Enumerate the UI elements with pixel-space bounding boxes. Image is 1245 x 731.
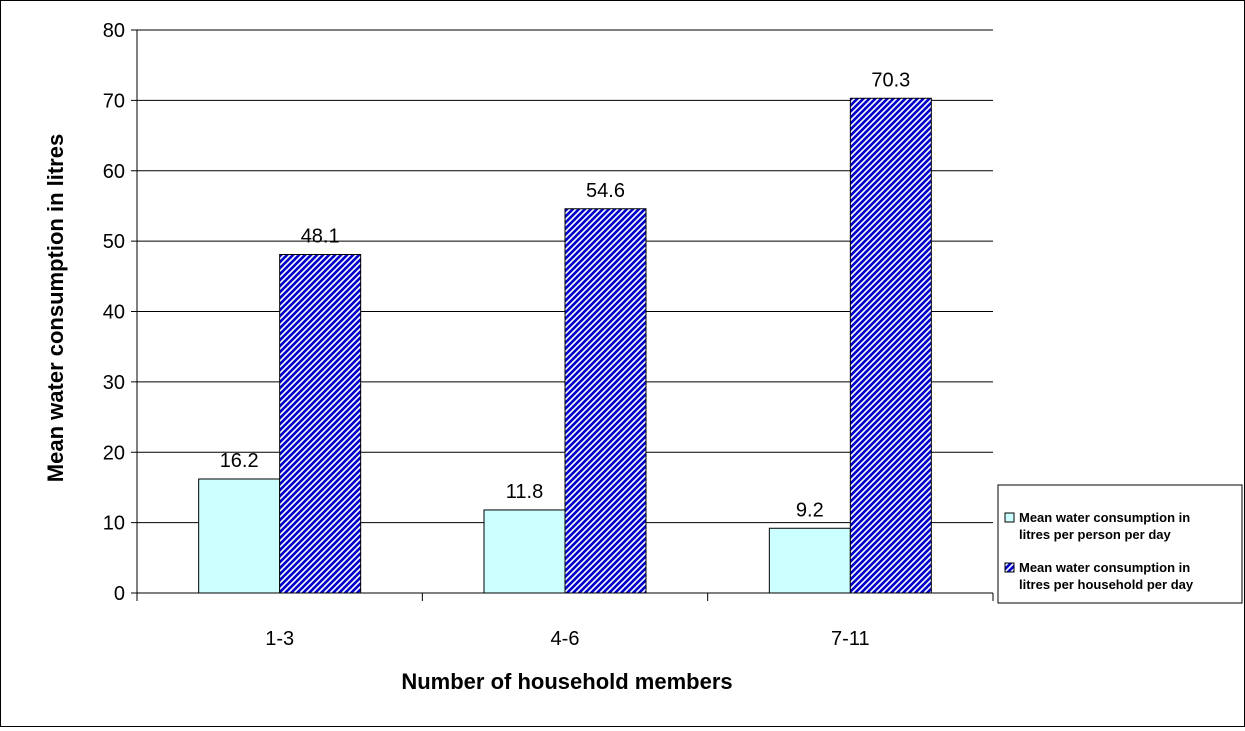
- legend-swatch-per-person: [1004, 512, 1015, 523]
- labels: 0 10 20 30 40 50 60 70 80 1-3 16.2 48.1 4-6 11.8 54.6 7…: [103, 20, 911, 650]
- legend-box: [997, 484, 1243, 604]
- data-label: 9.2: [796, 499, 824, 521]
- legend-swatch-per-household: [1004, 562, 1015, 573]
- y-tick-label: 60: [103, 161, 125, 183]
- data-label: 70.3: [871, 69, 910, 91]
- x-tick-label: 1-3: [265, 628, 294, 650]
- data-label: 54.6: [586, 180, 625, 202]
- y-tick-label: 50: [103, 231, 125, 253]
- bars: [198, 97, 932, 594]
- x-tick-label: 7-11: [831, 628, 870, 650]
- axes: [131, 29, 994, 601]
- y-tick-label: 30: [103, 372, 125, 394]
- y-tick-label: 70: [103, 90, 125, 112]
- data-label: 11.8: [506, 481, 543, 503]
- legend-label-per-person: Mean water consumption in litres per per…: [1019, 510, 1194, 542]
- bar-per-person: [768, 527, 851, 594]
- x-axis-title: Number of household members: [401, 669, 732, 694]
- y-axis-title: Mean water consumption in litres: [43, 134, 68, 482]
- x-tick-label: 4-6: [551, 628, 580, 650]
- bar-per-household: [564, 208, 647, 594]
- data-label: 48.1: [301, 225, 340, 247]
- bar-per-person: [483, 509, 566, 594]
- data-label: 16.2: [220, 450, 259, 472]
- bar-per-person: [198, 478, 281, 594]
- y-tick-label: 0: [114, 583, 125, 605]
- y-tick-label: 40: [103, 302, 125, 324]
- legend: Mean water consumption in litres per per…: [997, 484, 1243, 604]
- bar-per-household: [279, 253, 362, 594]
- y-tick-label: 20: [103, 442, 125, 464]
- y-tick-label: 10: [103, 513, 125, 535]
- legend-label-per-household: Mean water consumption in litres per hou…: [1019, 560, 1194, 592]
- bar-per-household: [849, 97, 932, 594]
- y-tick-label: 80: [103, 20, 125, 42]
